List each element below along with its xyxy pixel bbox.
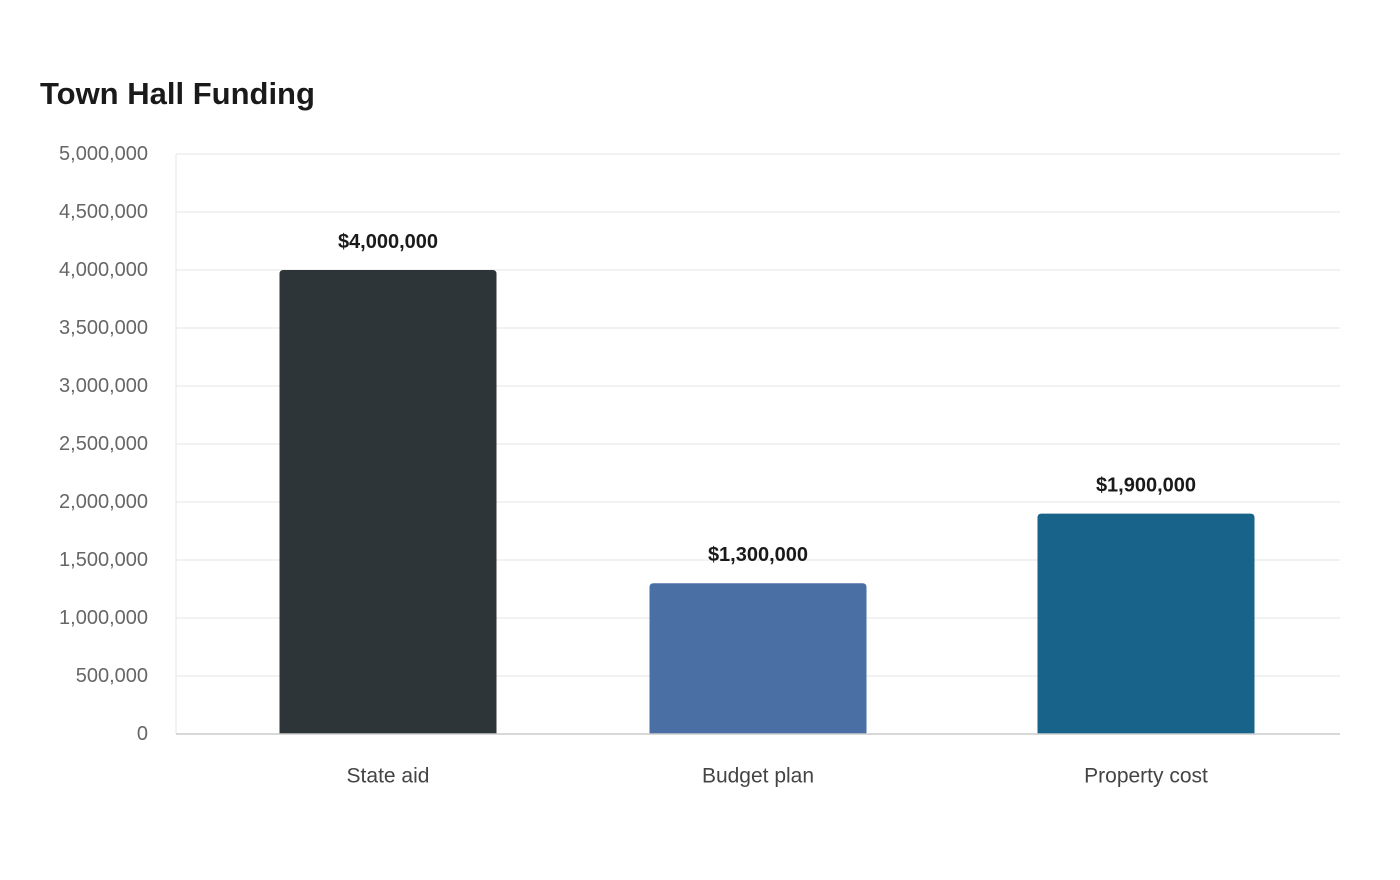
- x-tick-label: State aid: [347, 765, 430, 788]
- y-axis: 0 500,000 1,000,000 1,500,000 2,000,000 2,500…: [59, 143, 177, 745]
- y-tick-label: 2,000,000: [59, 491, 148, 513]
- y-tick-label: 3,000,000: [59, 375, 148, 397]
- data-label: $1,300,000: [708, 544, 808, 566]
- data-label: $1,900,000: [1096, 475, 1196, 497]
- y-tick-label: 1,500,000: [59, 549, 148, 571]
- bar-budget-plan: [649, 583, 867, 734]
- y-tick-label: 1,000,000: [59, 607, 148, 629]
- data-labels: $4,000,000 $1,300,000 $1,900,000: [338, 231, 1196, 566]
- y-tick-label: 2,500,000: [59, 433, 148, 455]
- x-axis: State aid Budget plan Property cost: [176, 733, 1340, 788]
- bar-state-aid: [279, 270, 497, 734]
- x-tick-label: Budget plan: [702, 765, 814, 788]
- bars: [279, 270, 1255, 734]
- chart-title: Town Hall Funding: [40, 76, 315, 111]
- y-tick-label: 4,000,000: [59, 259, 148, 281]
- y-tick-label: 3,500,000: [59, 317, 148, 339]
- y-tick-label: 4,500,000: [59, 201, 148, 223]
- data-label: $4,000,000: [338, 231, 438, 253]
- y-tick-label: 0: [137, 723, 148, 745]
- y-tick-label: 5,000,000: [59, 143, 148, 165]
- bar-property-cost: [1037, 513, 1255, 734]
- y-tick-label: 500,000: [76, 665, 148, 687]
- x-tick-label: Property cost: [1084, 765, 1208, 788]
